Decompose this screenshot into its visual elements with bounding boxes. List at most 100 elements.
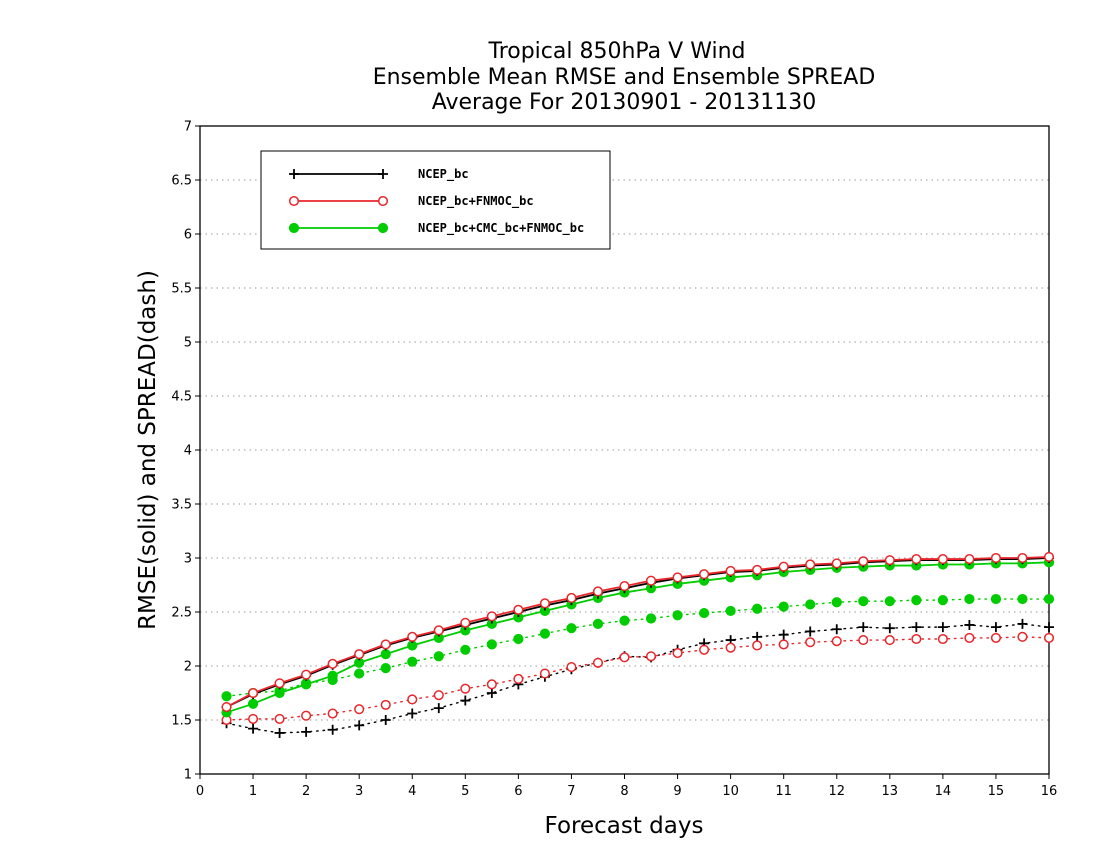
series-1-rmse-point-6 [380,639,391,650]
series-0-spread-point-3 [301,726,312,737]
series-1-spread-point-2 [274,713,285,724]
series-2-spread-point-28 [964,593,975,605]
chart-title-line-1: Tropical 850hPa V Wind [487,39,745,64]
series-1-spread-point-22 [805,637,816,648]
series-0-spread-point-1 [248,723,259,734]
series-2-rmse-point-3 [301,679,312,690]
series-1-rmse-point-22 [805,559,816,570]
series-1-spread-point-24 [858,635,869,646]
series-1-rmse-point-10 [486,611,497,622]
series-0-spread-point-29 [990,622,1001,633]
series-2-spread-point-19 [725,605,736,617]
legend-item-1: NCEP_bc+FNMOC_bc [288,194,534,209]
series-2-spread-point-20 [752,603,763,614]
x-tick-label-16: 16 [1041,784,1058,799]
series-0-spread-point-28 [964,619,975,630]
legend-label-2: NCEP_bc+CMC_bc+FNMOC_bc [418,221,584,236]
series-2-spread-point-30 [1017,593,1028,605]
y-tick-label-4: 3 [184,552,192,567]
series-2-spread-point-12 [539,628,551,639]
series-2-spread-point-21 [778,601,789,612]
series-1-rmse-point-0 [221,701,232,713]
series-1-spread-point-11 [513,673,524,685]
series-1-spread-point-19 [725,642,736,653]
x-axis-ticks: 0 1 2 3 4 5 6 7 8 9 10 11 12 13 14 15 16 [196,774,1057,799]
series-1-rmse-line [226,556,1050,708]
series-0-spread-point-2 [274,727,285,738]
series-2-spread-point-6 [380,663,391,674]
series-0-rmse-line [226,557,1050,708]
series-2-spread-point-7 [407,656,418,667]
x-tick-label-13: 13 [882,784,899,799]
series-1-rmse-point-19 [725,565,736,577]
series-0-spread-point-30 [1017,618,1028,629]
series-2-spread-point-31 [1043,593,1055,605]
series-1-rmse-point-4 [327,658,338,669]
y-tick-label-12: 7 [184,120,192,135]
y-tick-label-10: 6 [184,228,192,243]
series-1-spread-point-6 [380,699,391,710]
y-tick-label-5: 3.5 [171,498,192,513]
legend-item-2: NCEP_bc+CMC_bc+FNMOC_bc [288,221,584,236]
series-1-spread-point-28 [964,632,975,643]
legend-marker-end-0 [378,169,388,179]
series-1-spread-point-21 [778,639,789,650]
x-tick-label-4: 4 [408,784,416,799]
y-tick-label-9: 5.5 [171,282,192,297]
x-tick-label-9: 9 [673,784,681,799]
series-1-rmse-point-27 [937,554,948,565]
series-1-spread-point-1 [248,713,259,724]
series-0-spread-point-25 [884,623,895,634]
series-0-spread-point-7 [407,708,418,719]
series-1-rmse-point-15 [619,581,630,592]
series-2-spread-point-16 [645,613,657,624]
series-1-spread-point-7 [407,694,418,705]
series [221,551,1055,738]
series-0-spread-point-22 [805,626,816,637]
series-1-rmse-point-20 [752,564,763,575]
legend: NCEP_bc NCEP_bc+FNMOC_bc NCEP_bc+CMC_bc+FN… [260,150,611,250]
legend-label-1: NCEP_bc+FNMOC_bc [418,194,534,209]
legend-label-0: NCEP_bc [418,167,469,182]
series-1-rmse-point-5 [354,649,365,660]
series-1-rmse-point-1 [248,687,259,699]
chart-title-line-2: Ensemble Mean RMSE and Ensemble SPREAD [373,65,876,90]
x-tick-label-11: 11 [775,784,792,799]
series-0-spread-point-24 [858,622,869,633]
series-1-rmse-point-26 [911,554,922,565]
series-0-spread-point-27 [937,622,948,633]
series-1-spread-point-4 [327,708,338,719]
series-0-spread-point-8 [433,703,444,714]
series-2-spread-point-14 [592,618,604,629]
series-2-spread-point-9 [460,644,471,655]
x-tick-label-1: 1 [249,784,257,799]
series-2-spread-point-29 [990,593,1002,605]
series-2-spread-point-23 [831,597,842,608]
series-1-spread-point-30 [1017,631,1028,642]
y-tick-label-6: 4 [184,444,192,459]
series-0-spread-point-4 [327,724,338,735]
series-2-spread-point-24 [858,596,869,607]
series-1-spread-point-25 [884,635,895,646]
series-1-rmse-point-24 [858,556,869,567]
series-1-spread-point-29 [990,632,1001,643]
legend-marker-end-2 [377,222,389,234]
series-1-rmse [221,551,1055,713]
series-1-spread-point-17 [672,647,683,659]
chart-title: Tropical 850hPa V Wind Ensemble Mean RMS… [373,39,876,115]
series-1-rmse-point-31 [1043,551,1055,562]
y-tick-label-8: 5 [184,336,192,351]
series-1-rmse-point-14 [592,586,604,597]
series-2-spread-point-17 [672,610,683,621]
series-2-spread-line [225,598,1050,697]
series-2-spread-point-26 [911,595,922,606]
series-0-spread-point-26 [911,622,922,633]
series-1-spread-point-10 [486,679,497,690]
series-0-spread-point-23 [831,624,842,635]
legend-marker-end-1 [377,195,389,207]
x-tick-label-14: 14 [935,784,952,799]
series-1-rmse-point-9 [460,617,471,628]
x-tick-label-10: 10 [722,784,739,799]
series-2-rmse [221,557,1055,718]
series-1-spread-point-23 [831,636,842,647]
